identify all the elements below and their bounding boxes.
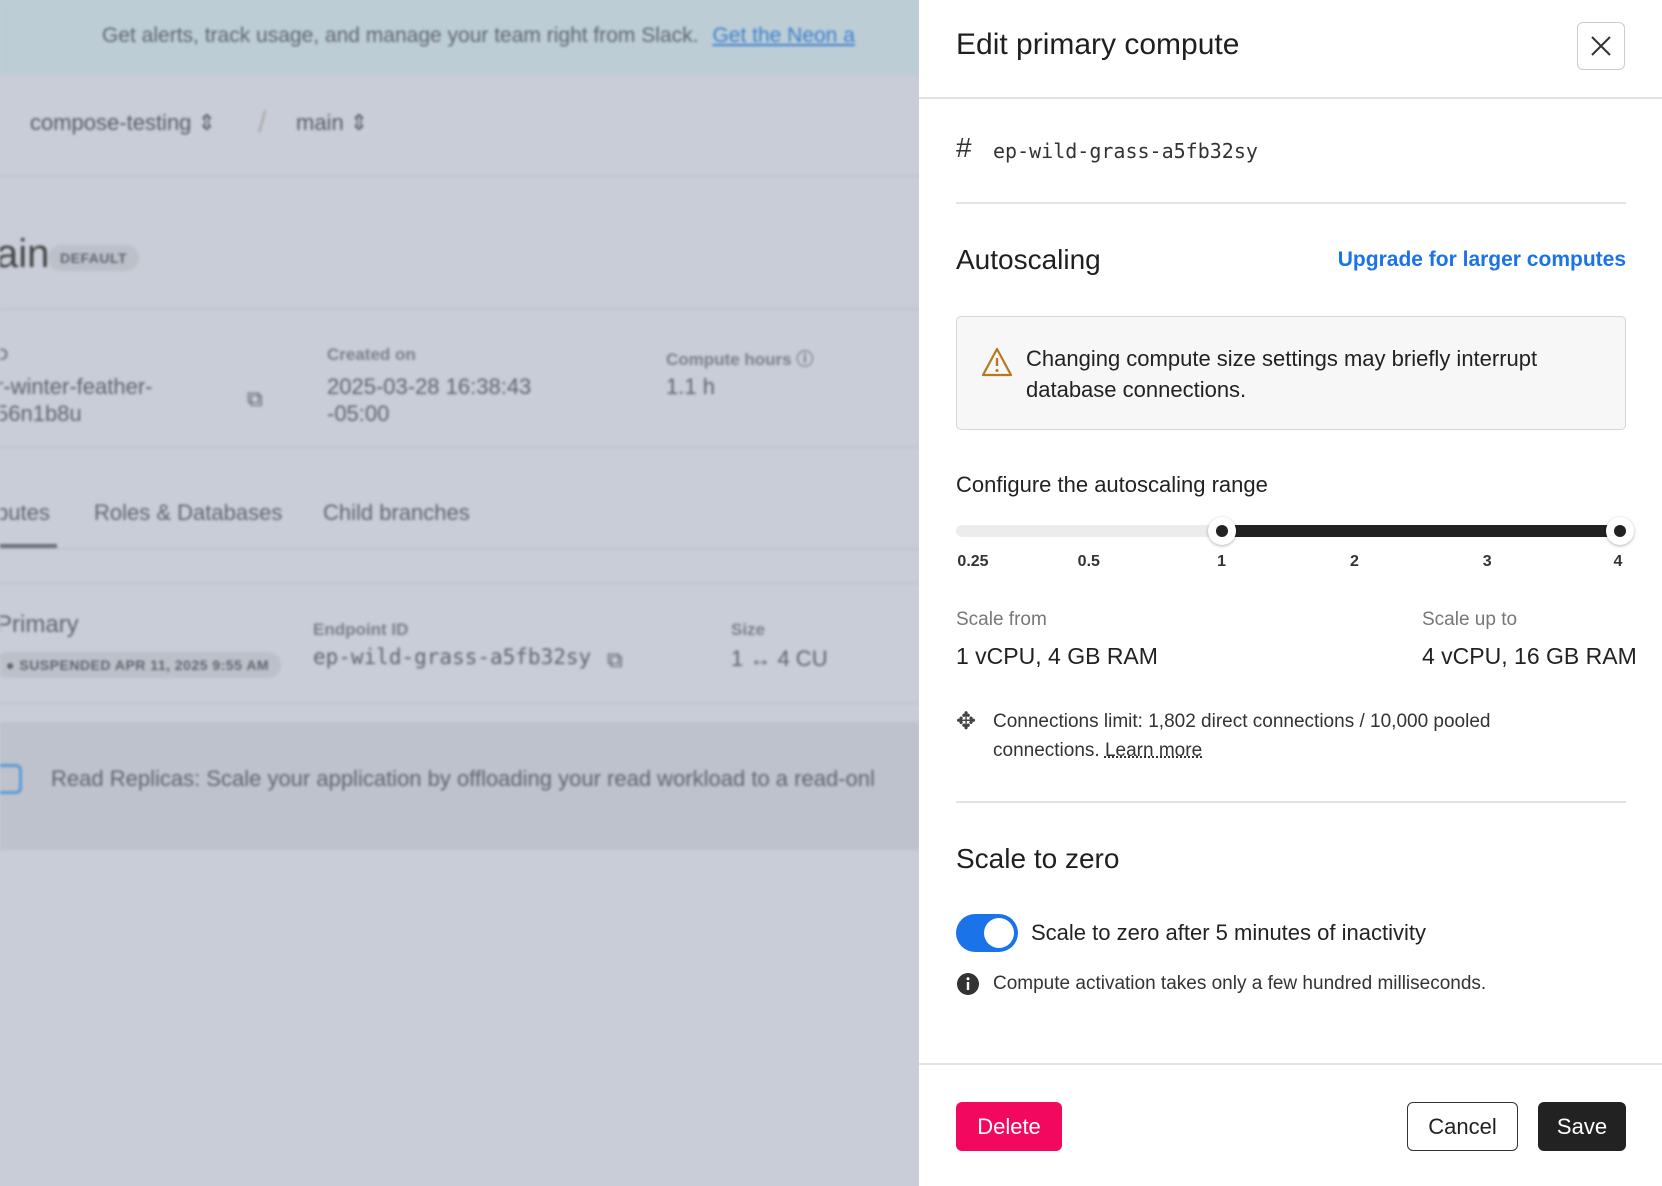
upgrade-link[interactable]: Upgrade for larger computes (1337, 248, 1626, 271)
id-value-2: 56n1b8u (0, 401, 82, 426)
size-value: 1 ↔ 4 CU (731, 646, 828, 671)
copy-icon[interactable]: ⧉ (607, 647, 623, 672)
endpoint-label: Endpoint ID (313, 620, 409, 639)
created-value: 2025-03-28 16:38:43 (327, 374, 532, 399)
warning-text: Changing compute size settings may brief… (1026, 346, 1538, 402)
slider-tick-label: 2 (1349, 553, 1359, 570)
divider (956, 801, 1626, 803)
warning-callout: Changing compute size settings may brief… (956, 316, 1626, 430)
compute-name: Primary (0, 611, 79, 638)
active-tab-indicator (0, 544, 57, 548)
slider-max-handle[interactable] (1606, 517, 1634, 545)
slider-tick-label: 4 (1613, 553, 1623, 570)
tab-child-branches[interactable]: Child branches (323, 500, 470, 525)
edit-compute-drawer: Edit primary compute # ep-wild-grass-a5f… (919, 0, 1662, 1186)
scale-to-zero-toggle[interactable] (956, 914, 1018, 952)
divider (0, 702, 919, 704)
divider (0, 582, 919, 584)
range-label: Configure the autoscaling range (956, 472, 1268, 497)
slack-banner: Get alerts, track usage, and manage your… (0, 0, 919, 76)
branch-title: ain (0, 232, 50, 276)
header-divider (919, 97, 1662, 99)
learn-more-link[interactable]: Learn more (1104, 740, 1203, 761)
slider-tick-label: 3 (1482, 553, 1492, 570)
scale-from-label: Scale from (956, 609, 1047, 630)
slider-min-handle[interactable] (1207, 517, 1236, 545)
close-icon (1591, 36, 1611, 56)
tab-roles-databases[interactable]: Roles & Databases (94, 500, 283, 525)
id-label: D (0, 345, 9, 364)
connections-limit: Connections limit: 1,802 direct connecti… (993, 711, 1491, 761)
breadcrumb-project[interactable]: compose-testing ⇕ (30, 110, 216, 135)
breadcrumb-separator: / (258, 106, 267, 139)
footer-divider (919, 1063, 1662, 1065)
divider (0, 446, 919, 448)
tab-computes[interactable]: putes (0, 500, 50, 525)
id-value: r-winter-feather- (0, 374, 153, 399)
scale-from-value: 1 vCPU, 4 GB RAM (956, 643, 1158, 669)
scale-to-zero-heading: Scale to zero (956, 843, 1120, 874)
scale-to-value: 4 vCPU, 16 GB RAM (1422, 643, 1637, 669)
read-replicas-text: Read Replicas: Scale your application by… (51, 766, 875, 791)
divider (0, 548, 919, 550)
compute-hours-label: Compute hours ⓘ (666, 350, 814, 369)
endpoint-value: ep-wild-grass-a5fb32sy (313, 645, 592, 669)
close-button[interactable] (1577, 22, 1625, 70)
size-label: Size (731, 620, 766, 639)
drawer-title: Edit primary compute (956, 28, 1240, 61)
created-value-2: -05:00 (327, 401, 390, 426)
created-label: Created on (327, 345, 416, 364)
compute-hours-value: 1.1 h (666, 374, 715, 399)
banner-link[interactable]: Get the Neon a (712, 24, 855, 47)
slider-fill (1221, 525, 1620, 537)
activation-info: Compute activation takes only a few hund… (993, 973, 1487, 994)
banner-text: Get alerts, track usage, and manage your… (102, 24, 699, 47)
save-button[interactable]: Save (1538, 1102, 1626, 1151)
autoscaling-heading: Autoscaling (956, 244, 1101, 275)
default-badge: DEFAULT (48, 245, 140, 271)
scale-to-zero-label: Scale to zero after 5 minutes of inactiv… (1031, 920, 1426, 945)
info-icon: ⓘ (796, 350, 814, 369)
warning-icon (981, 347, 1013, 377)
endpoint-id: ep-wild-grass-a5fb32sy (993, 139, 1258, 163)
breadcrumb-branch[interactable]: main ⇕ (296, 110, 369, 135)
copy-icon[interactable]: ⧉ (247, 386, 263, 411)
cancel-button[interactable]: Cancel (1407, 1102, 1518, 1151)
status-badge: ● SUSPENDED APR 11, 2025 9:55 AM (0, 652, 282, 678)
divider (956, 202, 1626, 204)
autoscaling-range-slider[interactable] (956, 517, 1634, 545)
info-icon (957, 973, 979, 995)
connections-icon: ✥ (956, 708, 977, 735)
chip-icon (0, 764, 22, 794)
hash-icon: # (956, 132, 972, 163)
scale-to-label: Scale up to (1422, 609, 1518, 630)
background-page: Get alerts, track usage, and manage your… (0, 0, 919, 850)
divider (0, 175, 919, 177)
divider (0, 308, 919, 310)
slider-tick-label: 1 (1217, 553, 1227, 570)
slider-tick-label: 0.25 (957, 553, 989, 570)
delete-button[interactable]: Delete (956, 1102, 1062, 1151)
read-replicas-banner: Read Replicas: Scale your application by… (0, 722, 919, 850)
slider-tick-label: 0.5 (1077, 553, 1100, 570)
